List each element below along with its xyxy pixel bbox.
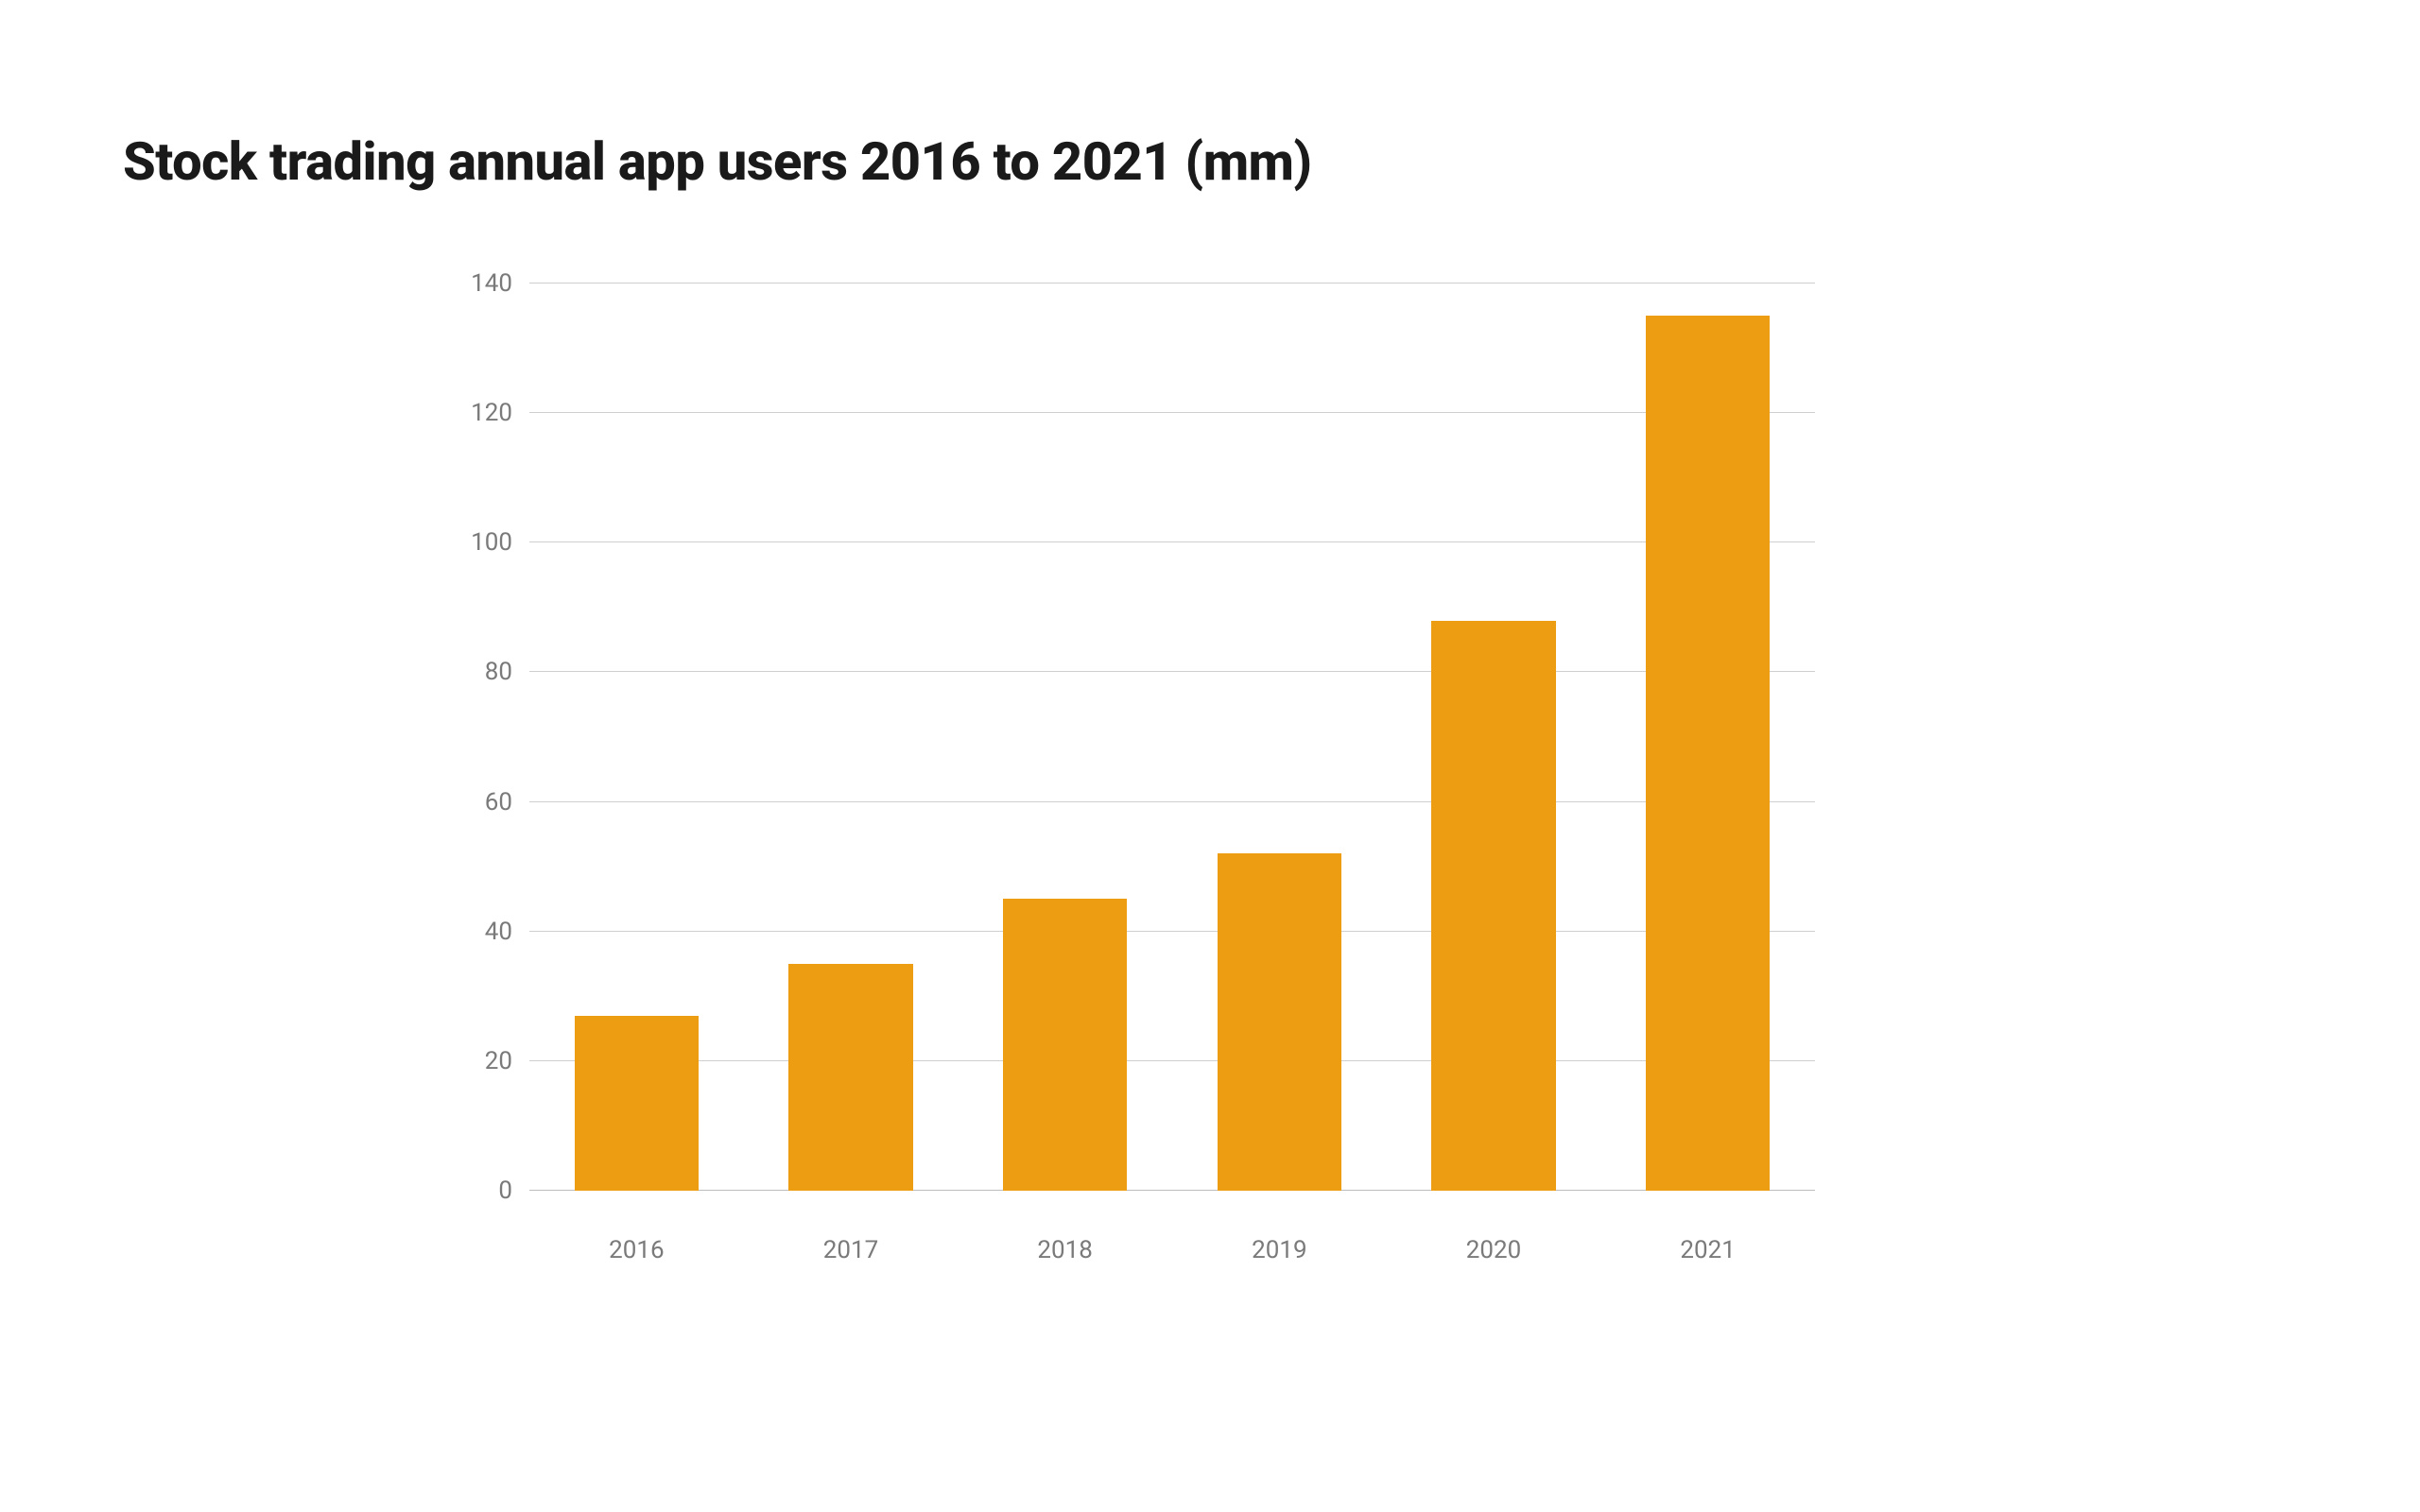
y-tick-label: 20 (485, 1047, 512, 1075)
x-tick-label: 2019 (1252, 1236, 1306, 1264)
gridline (529, 931, 1815, 932)
gridline (529, 1060, 1815, 1061)
gridline (529, 283, 1815, 284)
gridline (529, 671, 1815, 672)
y-tick-label: 100 (471, 528, 512, 557)
x-tick-label: 2018 (1037, 1236, 1092, 1264)
y-tick-label: 60 (485, 788, 512, 816)
gridline (529, 801, 1815, 802)
bar (1003, 899, 1127, 1191)
bar (1431, 621, 1555, 1191)
gridline (529, 541, 1815, 542)
x-axis-baseline (529, 1190, 1815, 1191)
bar (788, 964, 912, 1191)
chart-title: Stock trading annual app users 2016 to 2… (123, 130, 1312, 193)
x-tick-label: 2020 (1466, 1236, 1521, 1264)
bar (1218, 853, 1341, 1191)
y-tick-label: 40 (485, 918, 512, 946)
y-tick-label: 0 (498, 1177, 512, 1205)
gridline (529, 412, 1815, 413)
y-tick-label: 80 (485, 658, 512, 686)
bar (1646, 316, 1770, 1191)
y-tick-label: 120 (471, 399, 512, 427)
page: Stock trading annual app users 2016 to 2… (0, 0, 2420, 1512)
bar-chart: 0204060801001201402016201720182019202020… (529, 284, 1815, 1191)
bar (575, 1016, 699, 1191)
x-tick-label: 2021 (1680, 1236, 1735, 1264)
y-tick-label: 140 (471, 269, 512, 298)
x-tick-label: 2017 (823, 1236, 878, 1264)
x-tick-label: 2016 (609, 1236, 664, 1264)
